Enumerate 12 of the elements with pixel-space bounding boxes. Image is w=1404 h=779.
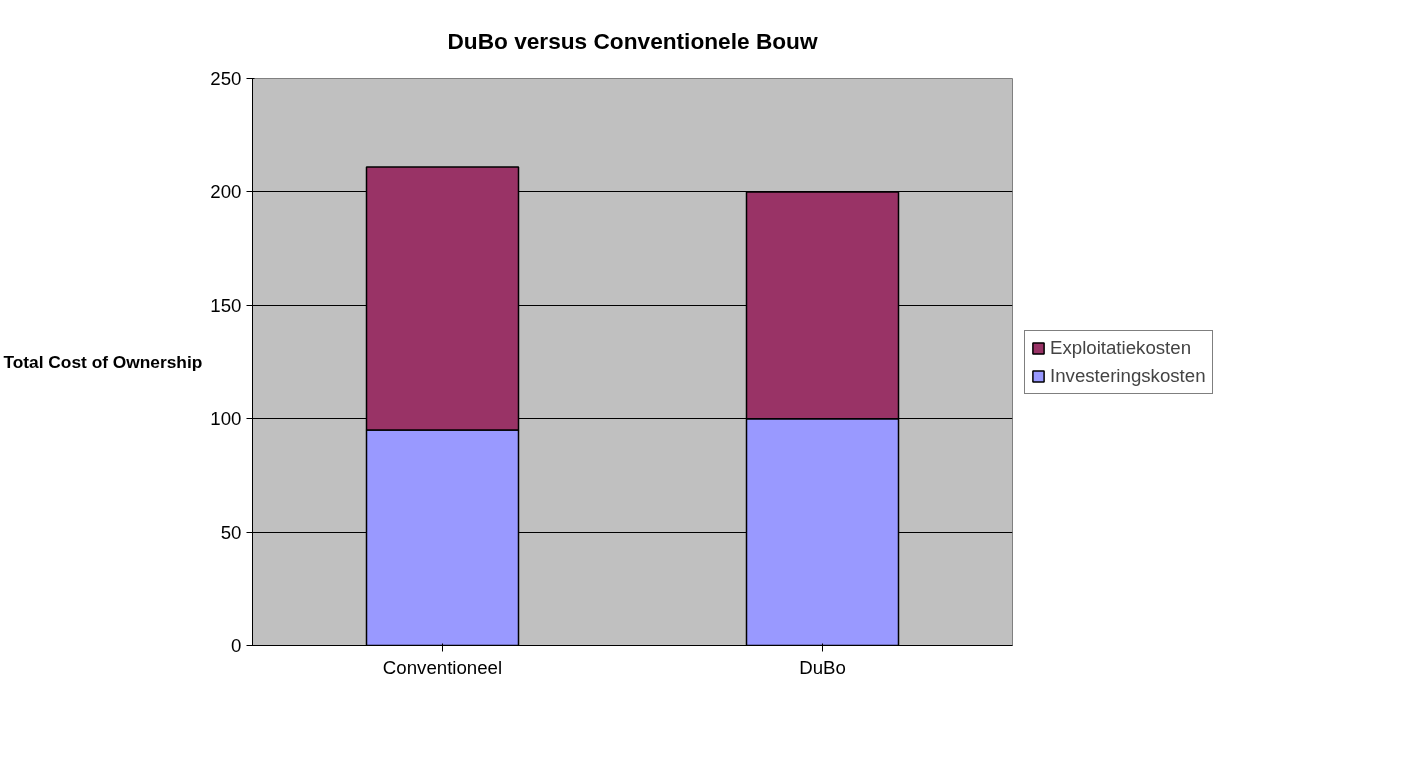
y-tick-label: 200	[210, 181, 242, 203]
legend-label: Exploitatiekosten	[1050, 336, 1192, 359]
y-tick-label: 0	[231, 635, 242, 656]
x-tick-label: DuBo	[799, 656, 846, 678]
x-tick-label: Conventioneel	[382, 656, 503, 678]
legend-label: Investeringskosten	[1050, 364, 1206, 387]
y-tick-label: 50	[220, 521, 242, 543]
y-tick-label: 250	[210, 68, 242, 89]
y-tick-label: 100	[210, 408, 242, 430]
y-axis-title: Total Cost of Ownership	[3, 352, 203, 372]
y-tick-label: 150	[210, 294, 242, 316]
chart-title: DuBo versus Conventionele Bouw	[447, 27, 818, 54]
